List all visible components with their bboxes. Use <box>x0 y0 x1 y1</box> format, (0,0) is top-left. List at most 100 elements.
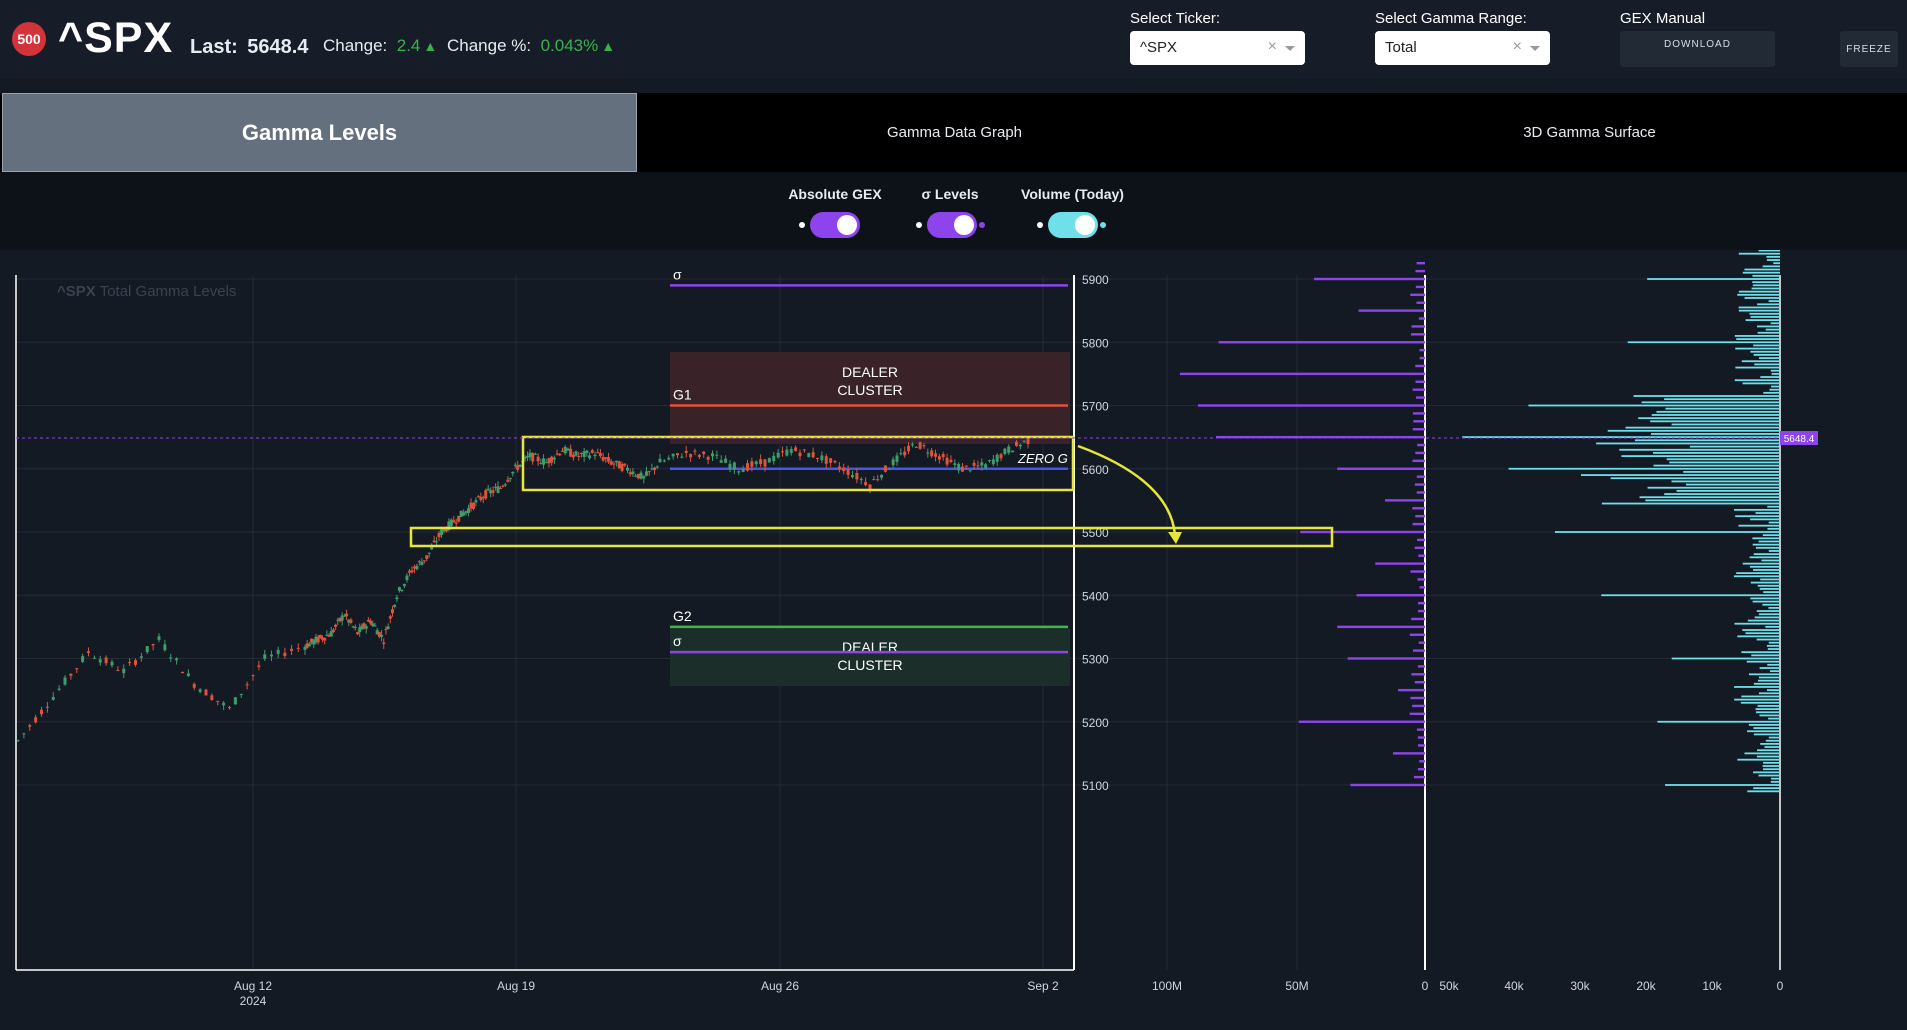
gex-bar <box>1419 348 1425 352</box>
absolute-gex-toggle[interactable] <box>799 212 860 238</box>
candle-body <box>571 454 575 458</box>
candle-body <box>407 570 411 573</box>
volume-bar <box>1738 524 1780 527</box>
candle-body <box>991 459 995 465</box>
candle-body <box>623 463 627 466</box>
candle-body <box>375 630 379 635</box>
chevron-down-icon[interactable] <box>1530 46 1540 51</box>
clear-icon[interactable]: × <box>1267 38 1277 55</box>
candle-body <box>910 444 914 446</box>
candle-body <box>609 461 613 465</box>
freeze-button[interactable]: FREEZE <box>1840 31 1898 67</box>
gex-bar <box>1218 341 1425 344</box>
gex-bar <box>1412 428 1425 431</box>
candle-body <box>680 456 684 458</box>
candle-body <box>542 458 546 465</box>
gex-bar <box>1411 673 1425 676</box>
candle-body <box>430 547 434 550</box>
candle-body <box>794 447 798 452</box>
gex-bar <box>1417 767 1425 771</box>
candle-body <box>415 565 419 570</box>
volume-bar <box>1665 407 1780 410</box>
volume-bar <box>1757 749 1780 752</box>
download-button[interactable]: DOWNLOAD <box>1620 31 1775 67</box>
volume-bar <box>1762 534 1780 537</box>
candle-body <box>417 561 421 563</box>
volume-bar <box>1653 464 1780 467</box>
tab-gamma-data-graph[interactable]: Gamma Data Graph <box>886 124 1023 141</box>
volume-axis-label: 10k <box>1702 979 1722 993</box>
consolidation-box-annotation <box>521 435 1075 492</box>
gex-bar <box>1415 364 1425 368</box>
candle-body <box>767 458 771 463</box>
candle-body <box>995 454 999 462</box>
candle-body <box>1007 446 1011 453</box>
volume-bar <box>1639 496 1780 499</box>
sigma-levels-toggle[interactable] <box>916 212 985 238</box>
gex-bar <box>1412 507 1425 510</box>
candle-body <box>34 717 38 723</box>
candle-body <box>210 695 214 701</box>
candle-body <box>976 465 980 467</box>
candle-body <box>903 451 907 456</box>
volume-bar <box>1754 363 1780 366</box>
candle-body <box>574 451 578 456</box>
gex-bar <box>1416 728 1425 731</box>
candle-body <box>980 462 984 466</box>
candle-body <box>689 454 693 458</box>
ticker-select[interactable]: ^SPX × <box>1130 31 1305 65</box>
candle-body <box>410 570 414 573</box>
gex-bar <box>1347 657 1425 660</box>
volume-bar <box>1757 331 1780 334</box>
volume-bar <box>1753 682 1780 685</box>
candle-body <box>891 459 895 466</box>
candle-body <box>22 733 26 735</box>
change-pct-label: Change %: <box>447 36 532 55</box>
volume-bar <box>1750 316 1780 318</box>
tab-gamma-levels[interactable]: Gamma Levels <box>2 93 637 172</box>
volume-bar <box>1744 752 1780 755</box>
tab-3d-gamma-surface[interactable]: 3D Gamma Surface <box>1523 124 1656 141</box>
volume-today-toggle[interactable] <box>1037 212 1106 238</box>
toggle-bar: Absolute GEX σ Levels Volume (Today) <box>0 172 1907 250</box>
last-price: Last: 5648.4 <box>190 36 308 59</box>
candle-body <box>829 458 833 463</box>
candle-body <box>746 463 749 471</box>
clear-icon[interactable]: × <box>1512 38 1522 55</box>
candle-body <box>479 496 483 501</box>
candle-body <box>922 445 926 447</box>
candle-body <box>1018 444 1022 447</box>
candle-body <box>169 657 173 659</box>
volume-bar <box>1761 559 1780 562</box>
candle-body <box>604 457 608 459</box>
gamma-range-select[interactable]: Total × <box>1375 31 1550 65</box>
candle-body <box>481 497 485 499</box>
gex-bar <box>1410 293 1425 297</box>
volume-bar <box>1748 724 1780 726</box>
price-candles <box>16 438 1030 743</box>
candle-body <box>486 488 490 491</box>
dealer-cluster-top-line1: DEALER <box>842 364 898 380</box>
volume-bar <box>1737 293 1780 296</box>
sigma-lower-line-label: σ <box>673 633 682 649</box>
candle-body <box>269 654 273 657</box>
down-arrow-annotation <box>1077 444 1177 536</box>
gex-bar <box>1410 333 1425 336</box>
candle-body <box>412 566 416 569</box>
volume-bar <box>1651 414 1780 416</box>
candle-body <box>336 619 340 621</box>
last-label: Last: <box>190 36 238 58</box>
candle-body <box>405 575 409 581</box>
gex-bar <box>1418 641 1425 644</box>
volume-today-label: Volume (Today) <box>1021 186 1124 202</box>
candle-body <box>907 445 911 452</box>
price-axis-label: 5500 <box>1082 526 1109 540</box>
gex-bar <box>1409 712 1425 716</box>
volume-bar <box>1758 692 1780 695</box>
candle-body <box>499 487 502 489</box>
gamma-levels-chart[interactable]: ^SPX Total Gamma Levels DEALER CLUSTER D… <box>0 246 1907 1025</box>
date-axis-label: Sep 2 <box>1027 979 1059 993</box>
volume-bar <box>1768 550 1780 552</box>
volume-bar <box>1738 306 1780 309</box>
chevron-down-icon[interactable] <box>1285 46 1295 51</box>
